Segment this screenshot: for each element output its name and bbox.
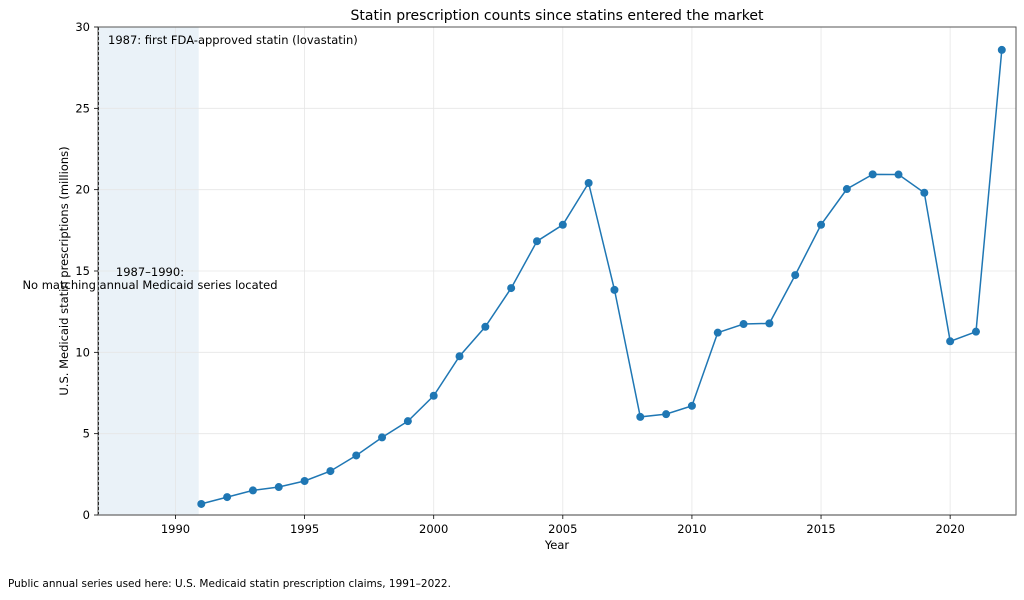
- shaded-region-label-line1: 1987–1990:: [116, 265, 184, 279]
- data-point-2022: [997, 45, 1006, 54]
- grid-layer: [98, 26, 1016, 516]
- data-point-2021: [971, 327, 980, 336]
- y-tick-label: 30: [75, 20, 90, 34]
- data-point-1991: [197, 499, 206, 508]
- y-tick-label: 25: [75, 101, 90, 115]
- data-point-2001: [455, 352, 464, 361]
- data-point-2018: [894, 170, 903, 179]
- data-point-2011: [713, 328, 722, 337]
- data-point-2017: [868, 170, 877, 179]
- data-point-2013: [765, 319, 774, 328]
- footnote: Public annual series used here: U.S. Med…: [8, 578, 451, 590]
- data-point-1996: [326, 467, 335, 476]
- series-line: [201, 49, 1003, 505]
- data-point-2002: [481, 322, 490, 331]
- x-tick-label: 1990: [161, 522, 190, 536]
- x-tick-label: 2015: [806, 522, 835, 536]
- data-point-1994: [274, 483, 283, 492]
- data-point-1999: [403, 417, 412, 426]
- y-tick-label: 0: [83, 508, 90, 522]
- chart-title: Statin prescription counts since statins…: [351, 8, 764, 24]
- x-tick-label: 2005: [548, 522, 577, 536]
- data-point-2020: [946, 337, 955, 346]
- data-point-1998: [378, 433, 387, 442]
- shaded-region-label-line2: No matching annual Medicaid series locat…: [22, 278, 277, 292]
- x-tick-label: 2000: [419, 522, 448, 536]
- series-layer: [197, 45, 1006, 508]
- y-tick-label: 10: [75, 345, 90, 359]
- x-tick-label: 1995: [290, 522, 319, 536]
- data-point-2012: [739, 320, 748, 329]
- data-point-1997: [352, 451, 361, 460]
- data-point-2016: [842, 185, 851, 194]
- data-point-2005: [558, 220, 567, 229]
- data-point-2015: [817, 220, 826, 229]
- data-point-1995: [300, 477, 309, 486]
- data-point-2004: [532, 237, 541, 246]
- tick-layer: 1990 1995 2000 2005 2010 2015 2020 0 5 10 15 20 25 30: [75, 20, 964, 536]
- data-point-2000: [429, 391, 438, 400]
- y-axis-label: U.S. Medicaid statin prescriptions (mill…: [57, 146, 71, 395]
- data-point-2006: [584, 178, 593, 187]
- y-tick-label: 20: [75, 183, 90, 197]
- data-point-2009: [662, 410, 671, 419]
- data-point-1992: [223, 493, 232, 502]
- data-point-2010: [687, 401, 696, 410]
- x-axis-label: Year: [544, 538, 570, 552]
- data-point-1993: [248, 486, 257, 495]
- y-tick-label: 15: [75, 264, 90, 278]
- x-tick-label: 2020: [936, 522, 965, 536]
- data-point-2019: [920, 188, 929, 197]
- y-tick-label: 5: [83, 427, 90, 441]
- annotation-lovastatin: 1987: first FDA-approved statin (lovasta…: [108, 33, 358, 47]
- data-point-2014: [791, 271, 800, 280]
- data-point-2003: [507, 284, 516, 293]
- x-tick-label: 2010: [677, 522, 706, 536]
- data-point-2007: [610, 285, 619, 294]
- data-point-2008: [636, 412, 645, 421]
